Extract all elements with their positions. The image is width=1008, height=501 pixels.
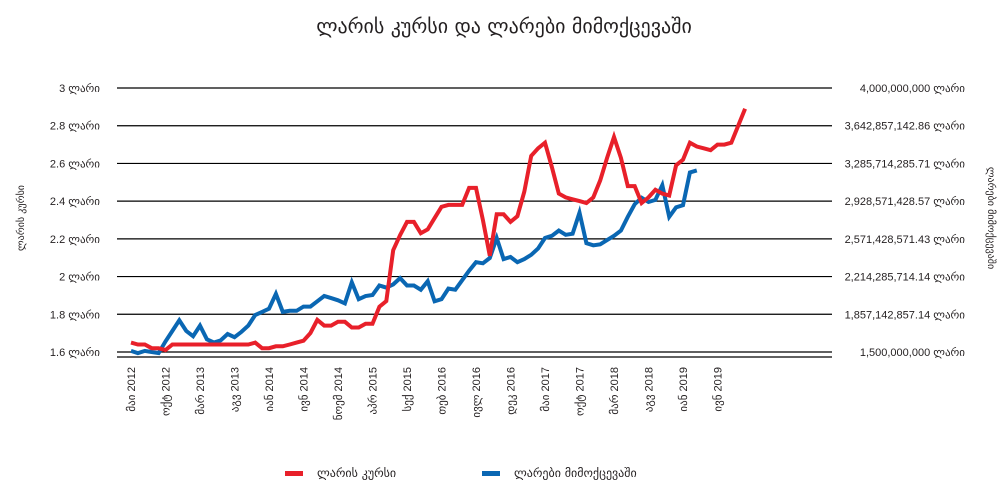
legend-item-rate: ლარის კურსი xyxy=(285,466,396,480)
series-line-exchange-rate xyxy=(130,107,747,353)
x-tick-label: იან 2014 xyxy=(263,367,276,412)
right-tick-label: 3,285,714,285.71 ლარი xyxy=(845,157,966,170)
x-tick-label: ივნ 2019 xyxy=(712,367,725,412)
x-tick-label: მარ 2013 xyxy=(194,367,207,415)
right-tick-label: 2,928,571,428.57 ლარი xyxy=(845,195,966,208)
x-tick-label: ნოემ 2014 xyxy=(332,367,345,420)
right-tick-label: 2,214,285,714.14 ლარი xyxy=(845,271,966,284)
x-tick-label: სექ 2015 xyxy=(401,367,414,412)
left-tick-label: 1.6 ლარი xyxy=(50,346,100,359)
legend-label: ლარები მიმოქცევაში xyxy=(514,466,637,480)
x-tick-label: დეკ 2016 xyxy=(506,367,518,415)
series-line-money-in-circulation xyxy=(130,168,698,356)
left-axis-ticks: 1.6 ლარი 1.8 ლარი 2 ლარი 2.2 ლარი 2.4 ლარი 2.… xyxy=(50,82,100,359)
x-tick-label: მაი 2017 xyxy=(539,367,552,412)
x-tick-label: იან 2019 xyxy=(677,367,690,412)
right-tick-label: 4,000,000,000 ლარი xyxy=(860,82,965,95)
right-axis-title: ლარები მიმოქცევაში xyxy=(985,167,997,269)
legend-swatch-blue xyxy=(482,470,500,476)
x-tick-label: ივლ 2016 xyxy=(471,367,483,418)
x-tick-label: თებ 2016 xyxy=(436,367,449,415)
right-axis-ticks: 1,500,000,000 ლარი 1,857,142,857.14 ლარი 2… xyxy=(845,82,966,359)
x-tick-label: ოქტ 2012 xyxy=(160,367,173,416)
left-tick-label: 2.8 ლარი xyxy=(50,120,100,133)
gridlines xyxy=(117,87,832,358)
x-axis-ticks: მაი 2012 ოქტ 2012 მარ 2013 აგვ 2013 იან 2014… xyxy=(125,367,725,420)
right-tick-label: 3,642,857,142.86 ლარი xyxy=(845,120,966,133)
right-tick-label: 1,857,142,857.14 ლარი xyxy=(845,308,966,321)
right-tick-label: 2,571,428,571.43 ლარი xyxy=(845,233,966,246)
x-tick-label: აგვ 2013 xyxy=(230,367,242,412)
right-tick-label: 1,500,000,000 ლარი xyxy=(860,346,965,359)
left-tick-label: 2.4 ლარი xyxy=(50,195,100,208)
x-tick-label: მაი 2012 xyxy=(125,367,138,412)
x-tick-label: აგვ 2018 xyxy=(644,367,656,412)
x-tick-label: აპრ 2015 xyxy=(367,367,380,414)
series-lines xyxy=(130,107,747,356)
left-tick-label: 1.8 ლარი xyxy=(50,308,100,321)
left-tick-label: 2 ლარი xyxy=(59,271,100,284)
x-tick-label: ივნ 2014 xyxy=(298,367,311,412)
x-tick-label: ოქტ 2017 xyxy=(574,367,587,416)
chart-title: ლარის კურსი და ლარები მიმოქცევაში xyxy=(316,14,692,38)
left-axis-title: ლარის კურსი xyxy=(15,185,27,251)
legend-item-circulation: ლარები მიმოქცევაში xyxy=(482,466,637,480)
left-tick-label: 3 ლარი xyxy=(59,82,100,95)
x-tick-label: მარ 2018 xyxy=(608,367,621,415)
left-tick-label: 2.2 ლარი xyxy=(50,233,100,246)
left-tick-label: 2.6 ლარი xyxy=(50,157,100,170)
legend-label: ლარის კურსი xyxy=(317,466,397,480)
legend-swatch-red xyxy=(285,470,303,476)
